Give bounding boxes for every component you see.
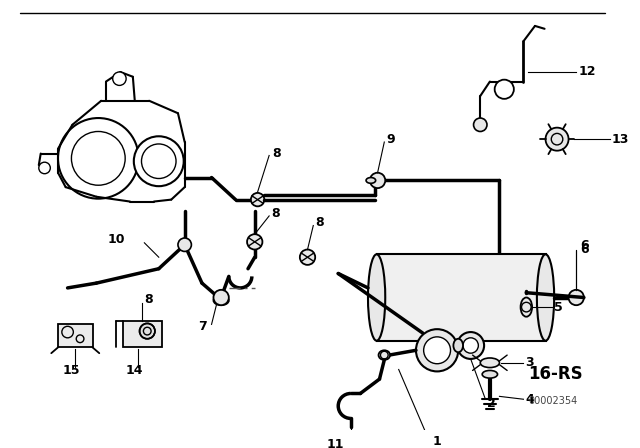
Ellipse shape bbox=[214, 296, 229, 305]
Text: 3: 3 bbox=[525, 356, 534, 369]
Ellipse shape bbox=[520, 297, 532, 317]
Circle shape bbox=[370, 173, 385, 188]
Text: 8: 8 bbox=[315, 216, 324, 229]
Circle shape bbox=[214, 290, 229, 305]
Text: 2: 2 bbox=[487, 396, 496, 409]
Text: 6: 6 bbox=[580, 239, 589, 252]
Circle shape bbox=[140, 323, 155, 339]
Bar bbox=[58, 324, 93, 347]
Text: 4: 4 bbox=[525, 393, 534, 406]
Circle shape bbox=[545, 128, 568, 151]
Text: 14: 14 bbox=[126, 364, 143, 377]
Text: 8: 8 bbox=[145, 293, 153, 306]
Text: 00002354: 00002354 bbox=[528, 396, 577, 406]
Ellipse shape bbox=[457, 332, 484, 359]
Ellipse shape bbox=[366, 177, 376, 183]
Ellipse shape bbox=[368, 254, 385, 340]
Circle shape bbox=[178, 238, 191, 251]
Circle shape bbox=[141, 144, 176, 178]
Ellipse shape bbox=[378, 350, 390, 360]
Circle shape bbox=[568, 290, 584, 305]
Circle shape bbox=[300, 250, 315, 265]
Ellipse shape bbox=[480, 358, 499, 367]
Ellipse shape bbox=[537, 254, 554, 340]
Text: 11: 11 bbox=[326, 438, 344, 448]
Circle shape bbox=[251, 193, 264, 207]
Text: 6: 6 bbox=[580, 243, 589, 256]
Circle shape bbox=[134, 136, 184, 186]
Text: 10: 10 bbox=[108, 233, 125, 246]
Text: 16-RS: 16-RS bbox=[528, 365, 583, 383]
Text: 13: 13 bbox=[612, 133, 629, 146]
Text: 12: 12 bbox=[578, 65, 596, 78]
Circle shape bbox=[463, 338, 478, 353]
Text: 8: 8 bbox=[272, 147, 280, 160]
Text: 7: 7 bbox=[198, 320, 207, 333]
Circle shape bbox=[72, 131, 125, 185]
Ellipse shape bbox=[453, 339, 463, 352]
Text: 15: 15 bbox=[63, 364, 80, 377]
Circle shape bbox=[247, 234, 262, 250]
Bar bbox=[376, 254, 545, 340]
Circle shape bbox=[113, 72, 126, 86]
Circle shape bbox=[424, 337, 451, 364]
Ellipse shape bbox=[482, 370, 497, 378]
Text: 1: 1 bbox=[432, 435, 441, 448]
Text: 8: 8 bbox=[271, 207, 280, 220]
Circle shape bbox=[474, 118, 487, 131]
Text: 9: 9 bbox=[386, 133, 395, 146]
Circle shape bbox=[495, 80, 514, 99]
Circle shape bbox=[416, 329, 458, 371]
Circle shape bbox=[58, 118, 139, 198]
Bar bbox=[124, 320, 162, 347]
Text: 5: 5 bbox=[554, 301, 563, 314]
